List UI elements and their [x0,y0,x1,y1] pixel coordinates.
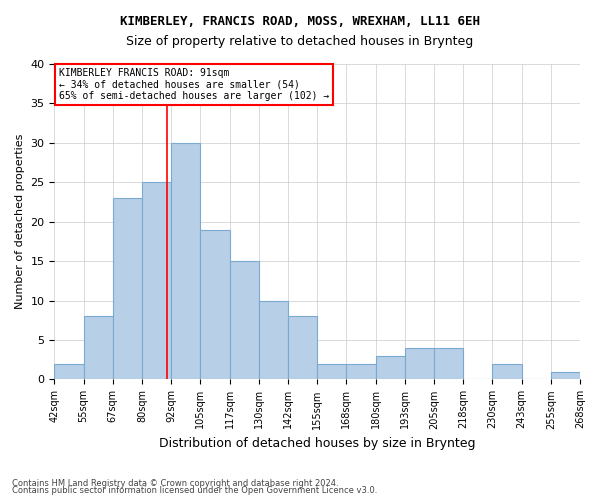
Bar [200,230,230,380]
Bar [230,261,259,380]
Y-axis label: Number of detached properties: Number of detached properties [15,134,25,310]
Text: Size of property relative to detached houses in Brynteg: Size of property relative to detached ho… [127,35,473,48]
Bar [142,182,171,380]
Bar [171,143,200,380]
Bar [551,372,580,380]
Bar [317,364,346,380]
X-axis label: Distribution of detached houses by size in Brynteg: Distribution of detached houses by size … [159,437,475,450]
Text: Contains HM Land Registry data © Crown copyright and database right 2024.: Contains HM Land Registry data © Crown c… [12,478,338,488]
Bar [83,316,113,380]
Bar [259,300,288,380]
Bar [434,348,463,380]
Bar [55,364,83,380]
Bar [288,316,317,380]
Text: Contains public sector information licensed under the Open Government Licence v3: Contains public sector information licen… [12,486,377,495]
Text: KIMBERLEY FRANCIS ROAD: 91sqm
← 34% of detached houses are smaller (54)
65% of s: KIMBERLEY FRANCIS ROAD: 91sqm ← 34% of d… [59,68,329,101]
Bar [346,364,376,380]
Bar [493,364,521,380]
Text: KIMBERLEY, FRANCIS ROAD, MOSS, WREXHAM, LL11 6EH: KIMBERLEY, FRANCIS ROAD, MOSS, WREXHAM, … [120,15,480,28]
Bar [405,348,434,380]
Bar [113,198,142,380]
Bar [376,356,405,380]
